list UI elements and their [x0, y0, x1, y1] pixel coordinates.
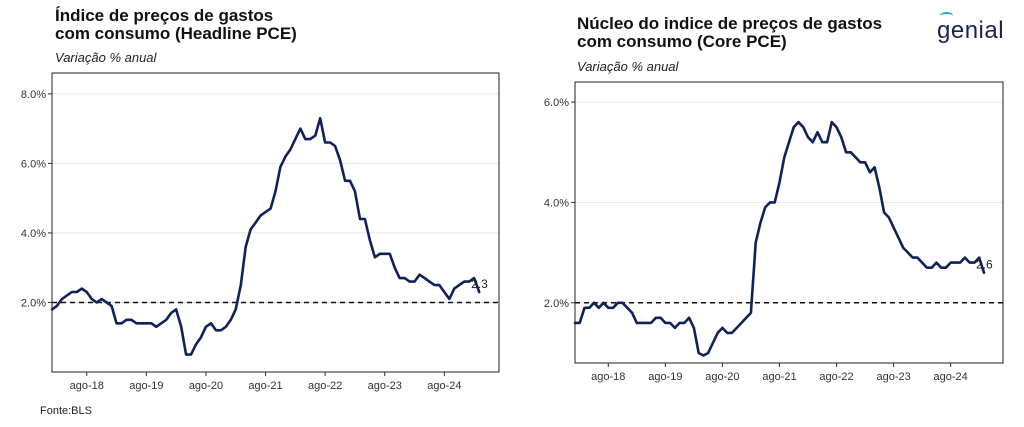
x-tick-label: ago-20 [705, 371, 739, 383]
series-line [50, 116, 481, 356]
x-tick-label: ago-19 [648, 371, 682, 383]
logo-accent-icon [940, 12, 953, 20]
x-tick-label: ago-18 [591, 371, 625, 383]
x-tick-label: ago-21 [762, 371, 796, 383]
chart1-subtitle: Variação % anual [55, 50, 157, 65]
chart1-title-line1: Índice de preços de gastos [55, 6, 274, 25]
genial-logo: genial [937, 12, 1005, 45]
chart2-title: Núcleo do indice de preços de gastos com… [577, 15, 882, 51]
logo-text: genial [937, 17, 1005, 44]
y-tick-label: 6.0% [544, 97, 569, 109]
chart1-title-line2: com consumo (Headline PCE) [55, 24, 297, 43]
x-tick-label: ago-21 [248, 380, 282, 392]
y-tick-label: 2.0% [21, 297, 46, 309]
x-tick-label: ago-22 [308, 380, 342, 392]
end-value-label: 2.3 [471, 277, 488, 291]
x-tick-label: ago-18 [70, 380, 104, 392]
y-tick-label: 2.0% [544, 298, 569, 310]
chart2-title-line2: com consumo (Core PCE) [577, 32, 787, 51]
y-tick-label: 6.0% [21, 158, 46, 170]
x-tick-label: ago-23 [368, 380, 402, 392]
headline-pce-chart: 2.0% 4.0% 6.0% 8.0% ago-18 ago-19 ago-20 ago-21… [21, 72, 500, 392]
end-value-label: 2.6 [976, 258, 993, 272]
x-tick-label: ago-22 [819, 371, 853, 383]
chart2-title-line1: Núcleo do indice de preços de gastos [577, 14, 883, 33]
series-line [573, 120, 986, 357]
y-tick-label: 8.0% [21, 89, 46, 101]
x-tick-label: ago-23 [876, 371, 910, 383]
chart1-title: Índice de preços de gastos com consumo (… [55, 7, 297, 43]
y-tick-label: 4.0% [21, 228, 46, 240]
chart2-subtitle: Variação % anual [577, 59, 679, 74]
x-tick-label: ago-19 [129, 380, 163, 392]
x-tick-label: ago-24 [934, 371, 968, 383]
plot-frame [51, 72, 500, 373]
source-note: Fonte:BLS [40, 405, 92, 417]
x-tick-label: ago-24 [427, 380, 461, 392]
plot-frame [574, 81, 1004, 364]
y-tick-label: 4.0% [544, 197, 569, 209]
x-tick-label: ago-20 [189, 380, 223, 392]
core-pce-chart: 2.0% 4.0% 6.0% ago-18 ago-19 ago-20 ago-21 ago-… [544, 81, 1004, 383]
